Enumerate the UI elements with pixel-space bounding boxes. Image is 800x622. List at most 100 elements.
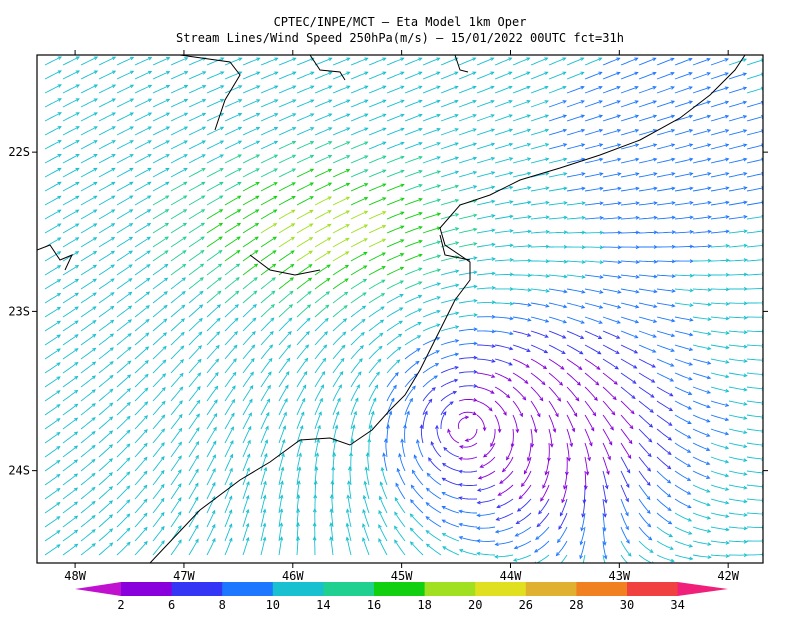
streamline — [405, 268, 422, 275]
streamline — [189, 469, 198, 485]
streamline — [207, 441, 216, 457]
streamline — [99, 376, 113, 388]
streamline — [522, 471, 532, 486]
streamline — [315, 197, 331, 205]
streamline — [513, 72, 530, 79]
streamline — [441, 115, 458, 121]
streamline — [405, 425, 406, 443]
streamline — [297, 372, 307, 387]
streamline — [117, 196, 133, 205]
streamline — [603, 317, 620, 323]
streamline — [711, 303, 729, 304]
streamline — [99, 251, 114, 261]
streamline — [63, 279, 78, 289]
streamline — [555, 555, 567, 569]
streamline — [711, 145, 728, 149]
streamline — [63, 238, 79, 247]
streamline — [477, 129, 494, 135]
streamline — [603, 429, 612, 445]
streamline — [405, 336, 420, 345]
streamline — [515, 541, 531, 548]
streamline — [261, 318, 274, 331]
streamline — [495, 303, 513, 304]
streamline — [81, 348, 96, 359]
streamline — [135, 347, 148, 359]
streamline — [477, 144, 494, 149]
streamline — [99, 127, 115, 135]
streamline — [747, 216, 765, 219]
streamline — [693, 73, 710, 79]
streamline — [45, 224, 61, 233]
streamline — [639, 261, 657, 262]
streamline — [99, 501, 112, 513]
streamline — [369, 86, 386, 93]
streamline — [369, 128, 386, 135]
streamline — [693, 373, 710, 378]
streamline — [411, 500, 423, 513]
streamline — [135, 58, 151, 66]
streamline — [495, 401, 506, 415]
streamline — [531, 130, 548, 135]
streamline — [99, 403, 113, 415]
streamline — [135, 182, 151, 191]
streamline — [333, 58, 350, 65]
streamline — [315, 156, 331, 163]
streamline — [536, 527, 549, 539]
streamline — [171, 429, 182, 444]
streamline — [189, 86, 206, 93]
streamline — [621, 87, 638, 93]
streamline — [225, 114, 241, 121]
streamline — [405, 101, 422, 108]
streamline — [567, 115, 584, 121]
streamline — [442, 507, 459, 514]
streamline — [639, 331, 656, 337]
streamline — [405, 199, 422, 205]
streamline — [45, 503, 60, 513]
streamline — [261, 224, 276, 233]
streamline — [711, 401, 728, 406]
streamline — [171, 470, 181, 485]
streamline — [135, 224, 150, 234]
streamline — [135, 430, 147, 443]
streamline — [427, 473, 441, 485]
streamline — [567, 232, 585, 233]
streamline — [351, 266, 367, 275]
streamline — [369, 156, 386, 163]
streamline — [729, 260, 747, 261]
streamline — [171, 512, 181, 527]
streamline — [81, 390, 95, 401]
streamline — [315, 183, 331, 191]
streamline — [431, 442, 441, 457]
streamline — [477, 158, 494, 163]
streamline — [45, 141, 61, 149]
streamline — [496, 527, 513, 532]
streamline — [63, 335, 78, 345]
streamline — [747, 60, 764, 66]
lat-tick-label: 23S — [8, 304, 30, 318]
streamline — [657, 232, 675, 233]
streamline — [513, 303, 531, 305]
streamline — [45, 517, 60, 527]
streamline — [297, 169, 313, 177]
streamline — [171, 196, 187, 205]
streamline — [639, 116, 656, 121]
streamline — [189, 442, 199, 457]
streamline — [639, 443, 651, 456]
streamline — [207, 359, 219, 373]
streamline — [549, 415, 555, 432]
streamline — [63, 377, 78, 388]
streamline — [639, 101, 656, 107]
streamline — [399, 454, 405, 471]
streamline — [477, 72, 494, 79]
streamline — [531, 101, 548, 107]
streamline — [513, 144, 530, 149]
streamline — [45, 433, 60, 443]
streamline — [387, 295, 403, 303]
streamline — [297, 251, 312, 261]
streamline — [549, 359, 564, 369]
streamline — [621, 116, 638, 121]
streamline — [657, 359, 674, 366]
streamline — [117, 320, 131, 331]
streamline — [441, 271, 459, 275]
streamline — [117, 347, 131, 359]
